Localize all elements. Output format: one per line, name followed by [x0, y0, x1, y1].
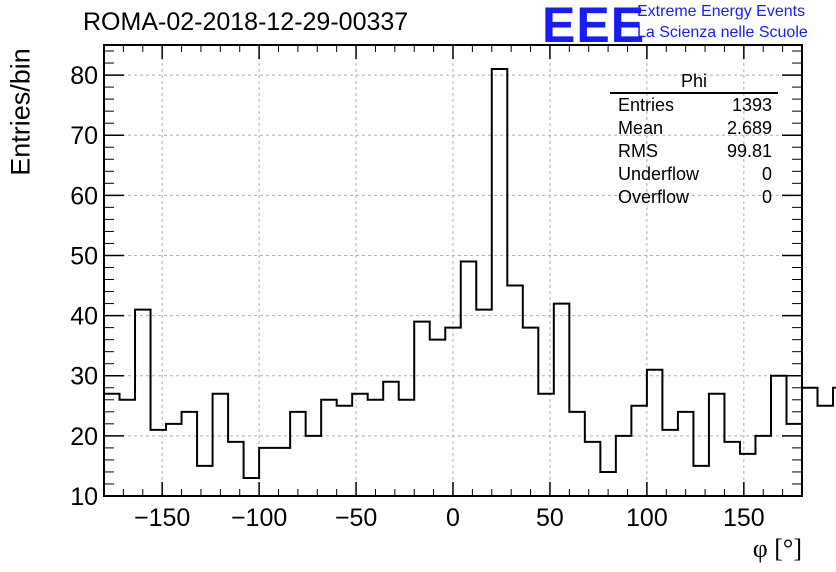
histogram-bin	[600, 472, 616, 496]
plot-title: ROMA-02-2018-12-29-00337	[83, 8, 409, 36]
logo-line-1: Extreme Energy Events	[637, 3, 806, 20]
histogram-bin	[290, 412, 306, 496]
y-tick-label: 30	[70, 363, 98, 391]
y-tick-label: 20	[70, 423, 98, 451]
x-axis-label: φ [°]	[752, 534, 802, 563]
x-tick-label: −100	[231, 504, 287, 532]
histogram-bin	[399, 400, 415, 496]
histogram-bin	[275, 448, 291, 496]
stats-row-overflow: Overflow 0	[610, 186, 778, 209]
histogram-bin	[786, 424, 802, 496]
histogram-bin	[430, 340, 446, 496]
stats-row-underflow: Underflow 0	[610, 163, 778, 186]
histogram-bin	[631, 406, 647, 496]
histogram-bin	[523, 328, 539, 496]
histogram-bin	[337, 406, 353, 496]
histogram-bin	[740, 454, 756, 496]
histogram-bin	[492, 69, 508, 496]
x-tick-label: 0	[446, 504, 460, 532]
stats-value: 2.689	[726, 118, 772, 138]
y-tick-label: 10	[70, 483, 98, 511]
histogram-bin	[616, 436, 632, 496]
grid-lines	[104, 45, 802, 496]
histogram-bin	[197, 466, 213, 496]
histogram-bin	[104, 394, 120, 496]
x-tick-label: 50	[536, 504, 564, 532]
histogram-bin	[755, 436, 771, 496]
y-tick-label: 60	[70, 182, 98, 210]
histogram-bin	[244, 478, 260, 496]
stats-label: Mean	[618, 118, 664, 138]
histogram-bin	[259, 448, 275, 496]
y-tick-label: 70	[70, 122, 98, 150]
histogram-bin	[213, 394, 229, 496]
stats-title: Phi	[610, 70, 778, 94]
plot-frame	[103, 44, 803, 497]
histogram-bin	[647, 370, 663, 496]
stats-label: RMS	[618, 141, 658, 161]
y-tick-label: 50	[70, 242, 98, 270]
histogram-bin	[818, 406, 834, 496]
histogram-bin	[414, 322, 430, 496]
y-tick-label: 80	[70, 62, 98, 90]
stats-box: Phi Entries 1393 Mean 2.689 RMS 99.81 Un…	[610, 70, 778, 209]
histogram-bin	[771, 376, 787, 496]
histogram-bin	[151, 430, 167, 496]
histogram-bin	[182, 412, 198, 496]
stats-label: Entries	[618, 95, 675, 115]
histogram-bin	[228, 442, 244, 496]
x-tick-label: 100	[626, 504, 668, 532]
histogram-bin	[538, 394, 554, 496]
histogram-bin	[476, 310, 492, 496]
histogram-bin	[662, 430, 678, 496]
histogram-bin	[368, 400, 384, 496]
histogram-bin	[135, 310, 151, 496]
histogram-outline	[104, 68, 836, 479]
histogram-bin	[507, 286, 523, 496]
stats-row-mean: Mean 2.689	[610, 117, 778, 140]
stats-value: 99.81	[726, 141, 772, 161]
histogram-bin	[678, 412, 694, 496]
histogram-bin	[569, 412, 585, 496]
histogram-bin	[585, 442, 601, 496]
histogram-bin	[445, 328, 461, 496]
histogram-bin	[166, 424, 182, 496]
histogram-bin	[693, 466, 709, 496]
histogram-bin	[461, 261, 477, 496]
stats-value: 1393	[731, 95, 772, 115]
histogram-bin	[802, 388, 818, 496]
axis-ticks	[104, 45, 802, 497]
eee-logo: EEE	[542, 0, 646, 53]
x-tick-label: −50	[335, 504, 377, 532]
histogram-bin	[383, 382, 399, 496]
y-tick-label: 40	[70, 303, 98, 331]
stats-label: Overflow	[618, 187, 690, 207]
histogram-bin	[724, 442, 740, 496]
histogram-bin	[352, 394, 368, 496]
histogram-bin	[321, 400, 337, 496]
tick-labels: −150 −100 −50 0 50 100 150 10 20 30 40 50 60 70 80	[70, 62, 765, 532]
stats-label: Underflow	[618, 164, 700, 184]
stats-row-entries: Entries 1393	[610, 94, 778, 117]
logo-line-2: La Scienza nelle Scuole	[637, 24, 808, 41]
stats-value: 0	[761, 187, 772, 207]
x-tick-label: 150	[723, 504, 765, 532]
stats-row-rms: RMS 99.81	[610, 140, 778, 163]
histogram-bin	[120, 400, 136, 496]
y-axis-label: Entries/bin	[5, 48, 36, 176]
stats-value: 0	[761, 164, 772, 184]
histogram-bin	[709, 394, 725, 496]
histogram-bin	[306, 436, 322, 496]
x-tick-label: −150	[134, 504, 190, 532]
histogram-bin	[554, 304, 570, 496]
